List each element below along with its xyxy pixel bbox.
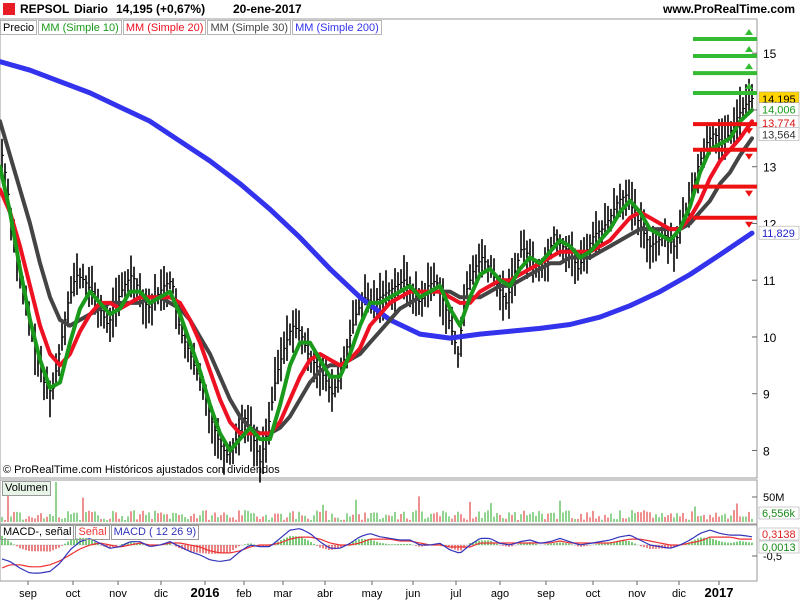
date-tick-label: sep [537, 588, 555, 600]
legend-ma200[interactable]: MM (Simple 200) [292, 20, 382, 35]
macd-legend: MACD-, señal Señal MACD ( 12 26 9) [0, 525, 200, 540]
macd-pane [0, 524, 758, 582]
legend-ma20[interactable]: MM (Simple 20) [122, 20, 207, 35]
price-tick-label: 8 [763, 444, 770, 458]
date-tick-label: nov [628, 588, 646, 600]
legend-price[interactable]: Precio [0, 20, 38, 35]
date-tick-label: dic [672, 588, 687, 600]
volume-last-value: 6,556k [762, 508, 796, 520]
macd-signal-value: 0,0013 [762, 542, 796, 554]
title-bar: REPSOL Diario 14,195 (+0,67%) 20-ene-201… [0, 0, 800, 19]
ma20-line [0, 119, 754, 436]
date-tick-label: 2016 [191, 585, 220, 600]
arrow-down-icon [745, 153, 753, 160]
date-tick-label: 2017 [705, 585, 734, 600]
price-pane [0, 18, 758, 479]
date-tick-label: oct [586, 588, 601, 600]
price-tick-label: 13 [763, 161, 777, 175]
macd-signal-line [1, 536, 752, 569]
date: 20-ene-2017 [233, 2, 302, 16]
period: Diario [74, 2, 109, 16]
date-tick-label: feb [236, 588, 251, 600]
date-tick-label: ago [491, 588, 509, 600]
date-tick-label: dic [154, 588, 169, 600]
arrow-up-icon [745, 63, 753, 70]
date-tick-label: jun [405, 588, 421, 600]
macd-legend-a[interactable]: MACD-, señal [0, 525, 75, 540]
macd-legend-c[interactable]: MACD ( 12 26 9) [110, 525, 200, 540]
ma10-line [0, 108, 754, 453]
macd-legend-b[interactable]: Señal [75, 525, 110, 540]
date-tick-label: oct [66, 588, 81, 600]
legend-bar: Precio MM (Simple 10) MM (Simple 20) MM … [0, 20, 383, 35]
legend-ma30[interactable]: MM (Simple 30) [207, 20, 292, 35]
copyright-note: © ProRealTime.com Históricos ajustados c… [3, 464, 280, 476]
arrow-up-icon [745, 29, 753, 36]
ma30-price-tag-box [758, 127, 800, 141]
date-tick-label: abr [317, 588, 333, 600]
macd-signal-box [758, 540, 800, 554]
ma20-price-tag: 13,774 [762, 118, 796, 130]
arrow-down-icon [745, 221, 753, 228]
macd-tick-label: -0,5 [763, 551, 782, 563]
quote: 14,195 (+0,67%) [116, 2, 206, 16]
macd-value-box [758, 527, 800, 541]
price-tick-label: 10 [763, 331, 777, 345]
date-tick-label: jul [449, 588, 461, 600]
ma30-price-tag: 13,564 [762, 130, 796, 142]
ma10-price-tag: 14,006 [762, 105, 796, 117]
ma200-line [0, 59, 755, 341]
ma200-price-tag: 11,829 [762, 228, 795, 240]
date-tick-label: sep [19, 588, 37, 600]
site-url: www.ProRealTime.com [663, 2, 796, 16]
logo-icon [3, 3, 15, 15]
date-tick-label: may [362, 588, 383, 600]
date-tick-label: mar [274, 588, 293, 600]
arrow-up-icon [745, 82, 753, 89]
ma200-price-tag-box [758, 225, 800, 240]
price-tick-label: 9 [763, 388, 770, 402]
volume-pane [0, 479, 758, 525]
volume-label[interactable]: Volumen [2, 481, 51, 496]
volume-last-box [758, 506, 800, 520]
arrow-down-icon [745, 128, 753, 135]
arrow-down-icon [745, 190, 753, 197]
symbol-name: REPSOL [20, 2, 70, 16]
price-tick-label: 15 [763, 47, 777, 61]
price-tick-label: 11 [763, 274, 776, 288]
legend-ma10[interactable]: MM (Simple 10) [38, 20, 122, 35]
macd-line [1, 528, 753, 574]
arrow-up-icon [745, 46, 753, 53]
volume-tick-label: 50M [763, 492, 784, 504]
macd-value: 0,3138 [762, 529, 796, 541]
date-tick-label: nov [109, 588, 127, 600]
